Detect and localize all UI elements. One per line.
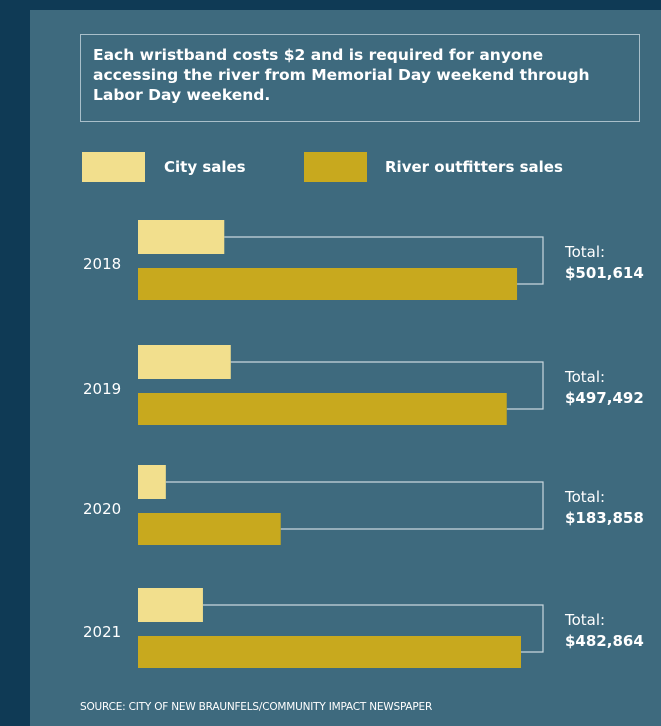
bar-city-sales bbox=[138, 345, 231, 379]
total-bracket bbox=[230, 361, 544, 410]
intro-box: Each wristband costs $2 and is required … bbox=[80, 34, 640, 122]
total-label: Total: bbox=[564, 243, 605, 261]
total-value: $497,492 bbox=[565, 389, 644, 407]
total-bracket bbox=[202, 604, 544, 653]
legend-swatch-outfitters bbox=[304, 152, 367, 182]
total-value: $482,864 bbox=[565, 632, 644, 650]
bar-city-sales bbox=[138, 220, 225, 254]
total-label: Total: bbox=[564, 611, 605, 629]
total-label: Total: bbox=[564, 488, 605, 506]
year-label: 2018 bbox=[83, 255, 121, 273]
bar-river-outfitters-sales bbox=[138, 636, 521, 668]
bar-river-outfitters-sales bbox=[138, 513, 281, 545]
total-value: $501,614 bbox=[565, 264, 644, 282]
total-label: Total: bbox=[564, 368, 605, 386]
legend-swatch-city bbox=[82, 152, 145, 182]
bar-city-sales bbox=[138, 465, 166, 499]
infographic-panel bbox=[30, 10, 661, 726]
year-label: 2019 bbox=[83, 380, 121, 398]
bar-river-outfitters-sales bbox=[138, 393, 507, 425]
total-bracket bbox=[165, 481, 544, 530]
total-value: $183,858 bbox=[565, 509, 644, 527]
legend-label-outfitters: River outfitters sales bbox=[385, 158, 563, 176]
legend-label-city: City sales bbox=[164, 158, 246, 176]
source-note: SOURCE: CITY OF NEW BRAUNFELS/COMMUNITY … bbox=[80, 701, 433, 713]
total-bracket bbox=[224, 236, 544, 285]
year-label: 2020 bbox=[83, 500, 121, 518]
year-label: 2021 bbox=[83, 623, 121, 641]
bar-city-sales bbox=[138, 588, 203, 622]
bar-river-outfitters-sales bbox=[138, 268, 518, 300]
